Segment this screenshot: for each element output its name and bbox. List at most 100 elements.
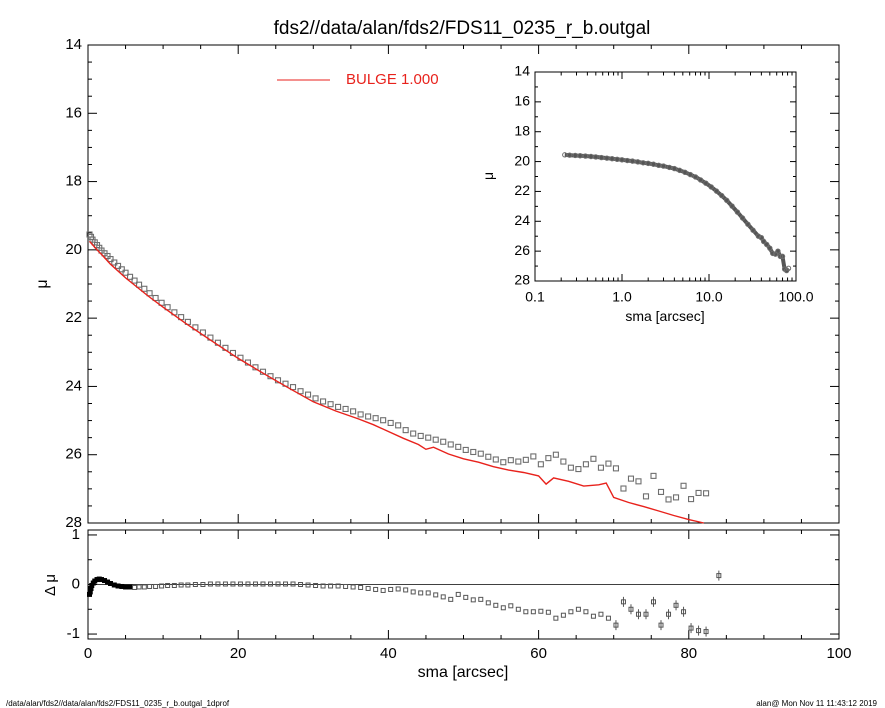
residual-point [127,584,133,590]
data-point [477,450,484,457]
inset-data-point [660,163,667,169]
legend-entry: BULGE 1.000 [346,71,439,88]
main-y-tick-label: 16 [65,104,82,121]
residual-point [696,628,702,634]
data-point [131,277,138,284]
inset-profile-band [564,152,791,273]
data-point [380,417,387,424]
data-point [114,262,122,269]
residual-point [105,579,111,585]
inset-x-tick-label: 100.0 [778,289,813,305]
residual-point [171,582,177,588]
data-point [146,290,153,297]
main-panel: 14 16 18 20 22 24 26 28 μ BULGE 1.000 [34,36,840,531]
data-point [350,408,357,415]
chart-title: fds2//data/alan/fds2/FDS11_0235_r_b.outg… [274,18,651,39]
residual-point [538,608,544,614]
data-point [590,455,597,462]
inset-x-tick-label: 0.1 [525,289,545,305]
inset-data-point [777,253,784,260]
inset-data-point [671,165,678,172]
residual-point [425,590,431,596]
inset-data-point [729,203,735,209]
residual-point [448,596,454,602]
inset-x-tick-label: 1.0 [612,289,632,305]
main-y-tick-label: 24 [65,377,82,394]
main-y-axis: 14 16 18 20 22 24 26 28 [65,36,839,531]
data-point [320,398,327,405]
data-point [365,413,372,420]
inset-x-tick-label: 10.0 [695,289,722,305]
residual-point [523,609,529,615]
residual-point [178,582,184,588]
residual-y-axis-label: Δ μ [42,574,59,596]
residual-point [365,585,371,591]
residual-point [350,584,356,590]
data-point [492,456,499,463]
data-point [680,482,687,489]
residual-point [478,596,484,602]
residual-point [136,584,142,590]
data-point [425,434,432,441]
data-point [297,388,304,395]
data-point [447,441,454,448]
data-point [665,496,672,503]
residual-point [716,573,722,579]
inset-y-tick-label: 24 [514,212,530,228]
residual-point [463,594,469,600]
inset-data-point [682,169,688,176]
inset-data-point [770,250,776,257]
data-point [485,453,492,460]
inset-data-point [760,238,767,245]
inset-data-series [562,152,792,274]
inset-y-tick-label: 16 [514,93,530,109]
residual-point [440,594,446,600]
data-point [575,466,582,473]
data-point [417,432,424,439]
inset-data-point [640,160,646,166]
residual-point [613,622,619,628]
inset-y-tick-label: 28 [514,272,530,288]
residual-point [305,582,311,588]
data-point [545,455,552,462]
residual-y-tick-label: 0 [72,575,80,592]
inset-data-point [779,253,786,260]
data-point [387,419,394,427]
data-point [552,451,559,458]
residual-point [590,613,596,619]
data-point [642,493,650,500]
data-point [455,443,462,450]
inset-data-point [692,174,699,180]
inset-data-point [655,162,662,169]
residual-point [410,589,416,595]
residual-point [298,582,304,587]
inset-data-point [734,209,741,215]
residual-point [530,609,536,615]
data-point [635,478,642,485]
inset-data-point [745,221,751,227]
inset-data-point [645,160,651,167]
residual-point [395,586,401,592]
inset-data-point [713,188,720,194]
residual-point [583,609,589,615]
residual-point [568,609,574,615]
main-y-tick-label: 26 [65,446,82,463]
residual-x-tick-label: 40 [380,645,397,662]
residual-y-axis: 1 0 -1 [67,526,839,642]
data-point [462,446,469,453]
residual-point [192,582,198,587]
data-point [118,266,125,273]
inset-data-point [703,180,709,186]
residual-point [575,606,581,612]
data-point [522,456,529,463]
inset-data-point [758,235,765,241]
data-point [688,496,695,503]
data-point [650,472,657,479]
data-point [560,458,567,465]
data-point [395,422,402,429]
inset-data-point [739,215,746,221]
inset-x-axis: 0.1 1.0 10.0 100.0 [525,72,814,305]
data-point [432,436,439,443]
inset-data-point [629,158,636,164]
residual-point [111,582,117,588]
